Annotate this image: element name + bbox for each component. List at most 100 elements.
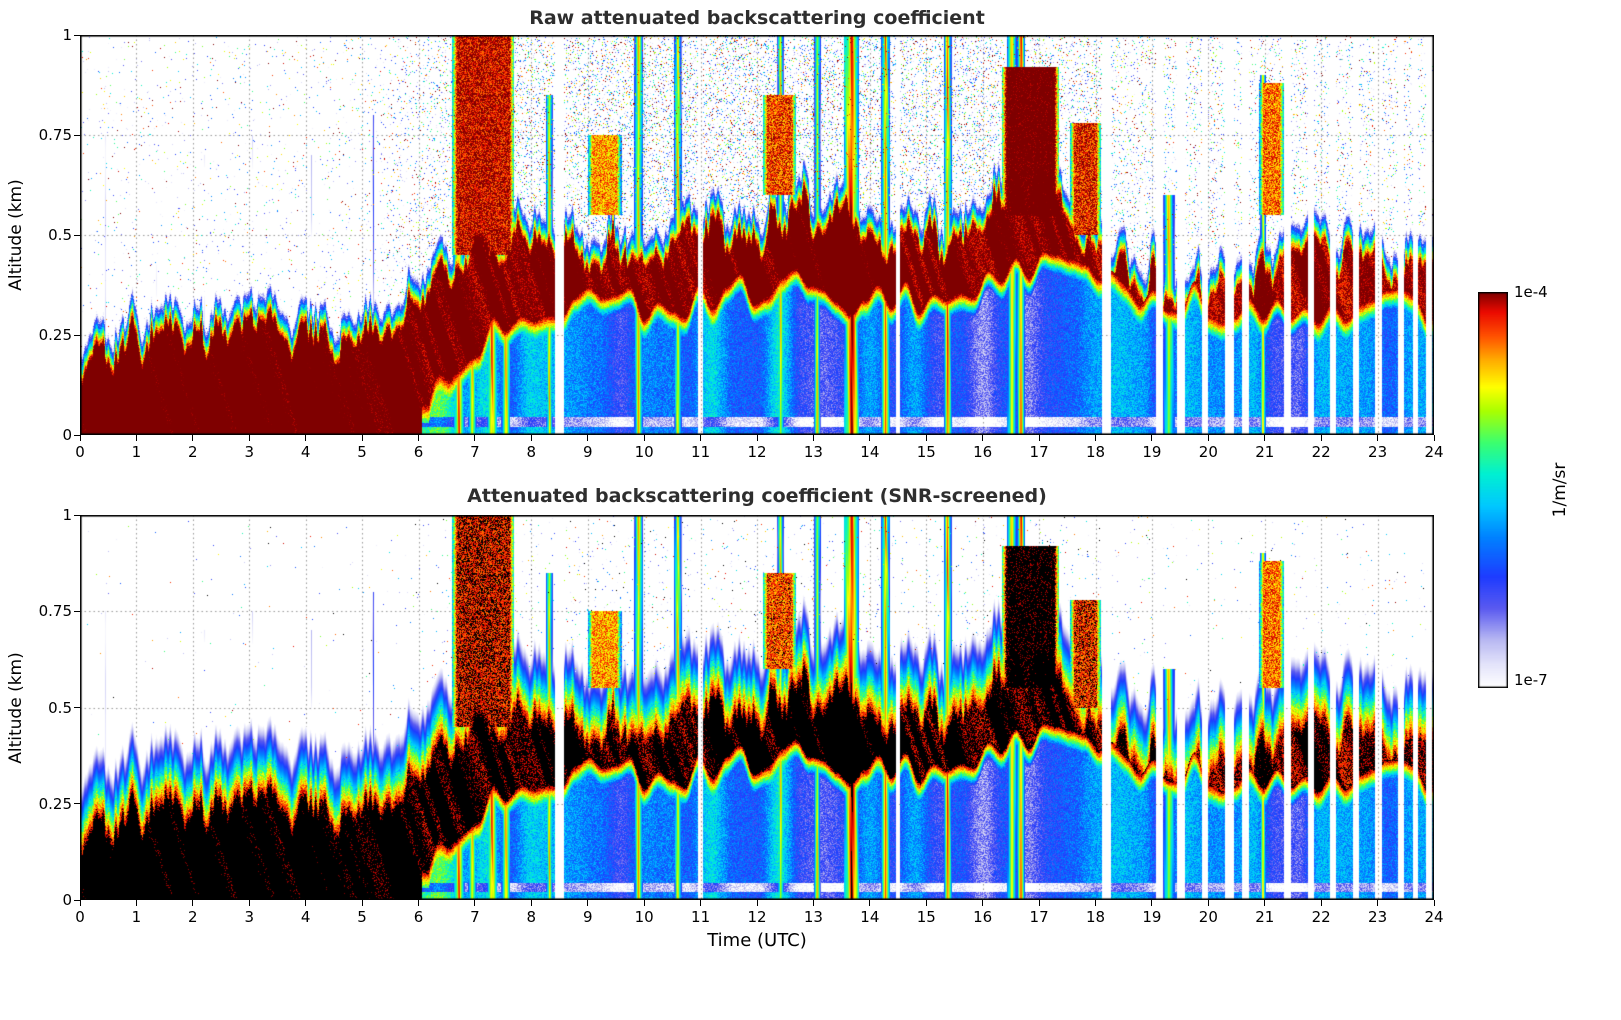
x-axis-label: Time (UTC) [707,930,807,951]
x-tick-mark [1207,435,1209,441]
x-tick-label: 2 [188,443,198,461]
x-tick-label: 8 [526,443,537,461]
x-tick-mark [1377,900,1379,906]
colorbar-min-label: 1e-7 [1514,671,1548,689]
x-tick-mark [982,900,984,906]
x-tick-label: 9 [582,908,593,926]
x-tick-label: 23 [1368,443,1388,461]
x-tick-label: 5 [357,908,367,926]
x-tick-mark [587,900,589,906]
y-tick-mark [74,610,80,612]
y-tick-label: 0 [62,891,72,909]
x-tick-label: 16 [973,908,993,926]
x-tick-label: 6 [413,908,424,926]
x-tick-label: 10 [634,908,654,926]
y-tick-mark [74,334,80,336]
x-tick-label: 3 [244,908,255,926]
x-tick-mark [1377,435,1379,441]
x-tick-mark [1207,900,1209,906]
x-tick-label: 24 [1424,443,1444,461]
x-tick-label: 20 [1198,908,1218,926]
x-tick-label: 12 [747,443,767,461]
x-tick-mark [248,435,250,441]
x-tick-mark [700,435,702,441]
x-tick-mark [192,900,194,906]
raw-plot-title: Raw attenuated backscattering coefficien… [529,7,985,29]
x-tick-mark [1151,435,1153,441]
y-tick-label: 0.5 [48,698,72,717]
x-tick-mark [869,435,871,441]
x-tick-label: 4 [300,908,311,926]
x-tick-label: 14 [860,443,880,461]
x-tick-mark [248,900,250,906]
x-tick-mark [361,435,363,441]
x-tick-mark [1320,900,1322,906]
x-tick-label: 1 [131,443,142,461]
x-tick-mark [1433,900,1435,906]
x-tick-mark [1038,900,1040,906]
x-tick-mark [1433,435,1435,441]
x-tick-mark [812,435,814,441]
x-tick-mark [305,435,307,441]
x-tick-mark [1151,900,1153,906]
x-tick-mark [925,435,927,441]
x-tick-label: 3 [244,443,255,461]
x-tick-label: 13 [803,908,823,926]
x-tick-mark [530,900,532,906]
x-tick-mark [135,900,137,906]
x-tick-mark [1264,435,1266,441]
x-tick-label: 11 [691,908,711,926]
x-tick-label: 6 [413,443,424,461]
x-tick-mark [869,900,871,906]
x-tick-label: 11 [691,443,711,461]
x-tick-label: 16 [973,443,993,461]
x-tick-label: 15 [916,908,936,926]
y-tick-label: 0 [62,426,72,444]
x-tick-label: 18 [1085,908,1106,926]
y-tick-mark [74,707,80,708]
x-tick-mark [192,435,194,441]
y-tick-label: 0.75 [38,602,72,621]
x-tick-label: 0 [75,908,85,926]
x-tick-mark [79,900,81,906]
x-tick-label: 5 [357,443,367,461]
x-tick-mark [812,900,814,906]
y-tick-mark [74,34,80,36]
colorbar [1478,292,1508,688]
x-tick-label: 1 [131,908,142,926]
y-tick-label: 0.25 [38,326,72,344]
x-tick-mark [474,900,476,906]
x-tick-mark [418,900,419,906]
x-tick-mark [1095,435,1096,441]
y-tick-label: 0.5 [48,226,72,244]
x-tick-label: 7 [470,443,480,461]
colorbar-max-label: 1e-4 [1514,283,1548,301]
x-tick-mark [756,435,758,441]
x-tick-mark [79,435,81,441]
screened-plot-title: Attenuated backscattering coefficient (S… [467,485,1047,507]
x-tick-mark [700,900,702,906]
x-tick-label: 10 [634,443,654,461]
x-tick-label: 17 [1029,443,1049,461]
x-tick-mark [474,435,476,441]
x-tick-mark [1095,900,1096,906]
x-tick-mark [587,435,589,441]
x-tick-mark [643,900,645,906]
x-tick-label: 0 [75,443,85,461]
y-tick-mark [74,434,80,436]
x-tick-mark [925,900,927,906]
x-tick-label: 20 [1198,443,1218,461]
y-tick-label: 1 [62,26,72,44]
y-tick-mark [74,234,80,236]
x-tick-label: 2 [188,908,198,926]
y-tick-label: 1 [62,506,72,524]
x-tick-label: 14 [860,908,880,926]
x-tick-label: 19 [1142,443,1162,461]
y-tick-mark [74,899,80,901]
x-tick-label: 23 [1368,908,1388,926]
x-tick-label: 17 [1029,908,1049,926]
x-tick-label: 21 [1255,908,1275,926]
colorbar-unit-label: 1/m/sr [1550,462,1570,518]
x-tick-mark [418,435,419,441]
